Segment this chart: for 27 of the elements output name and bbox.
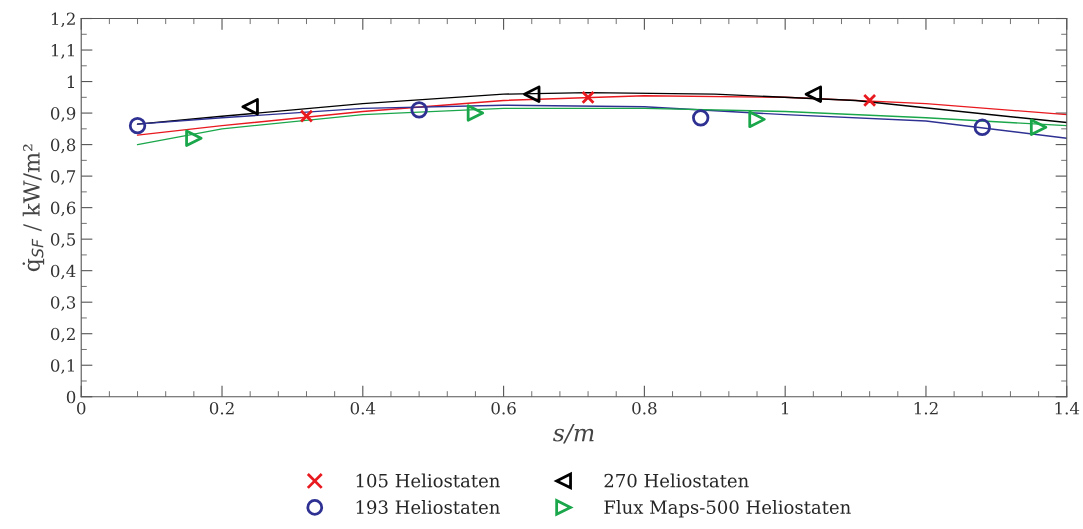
y-tick-label: 0,6 xyxy=(50,201,76,217)
x-tick-label: 1.4 xyxy=(1055,401,1080,415)
y-tick-label: 0,5 xyxy=(50,233,76,248)
x-tick-label: 0.4 xyxy=(350,401,376,415)
y-tick-label: 0 xyxy=(66,390,76,404)
y-tick-label: 0,3 xyxy=(50,296,76,311)
y-tick-label: 1 xyxy=(67,75,74,88)
x-tick-label: 0.6 xyxy=(491,401,516,415)
x-tick-label: 1 xyxy=(781,401,789,415)
y-tick-label: 1,2 xyxy=(51,12,75,28)
y-tick-label: 0,8 xyxy=(50,138,76,154)
legend-label: Flux Maps-500 Heliostaten xyxy=(604,500,851,518)
x-tick-label: 0 xyxy=(77,401,86,415)
legend-label: 270 Heliostaten xyxy=(604,473,749,488)
y-tick-label: 0,7 xyxy=(50,170,76,185)
x-tick-label: 1.2 xyxy=(914,401,938,415)
legend-label: 193 Heliostaten xyxy=(356,500,500,514)
y-tick-label: 0,4 xyxy=(50,264,76,280)
y-tick-label: 0,2 xyxy=(50,327,75,343)
x-tick-label: 0.2 xyxy=(209,401,234,415)
y-tick-label: 0,1 xyxy=(50,359,74,374)
y-tick-label: 1,1 xyxy=(51,44,74,59)
y-axis-title: q̇$_{SF}$ / kW/m² xyxy=(22,144,45,272)
x-axis-title: s/m xyxy=(553,424,594,444)
y-tick-label: 0,9 xyxy=(50,107,76,122)
x-tick-label: 0.8 xyxy=(632,401,657,415)
legend-label: 105 Heliostaten xyxy=(356,473,500,488)
